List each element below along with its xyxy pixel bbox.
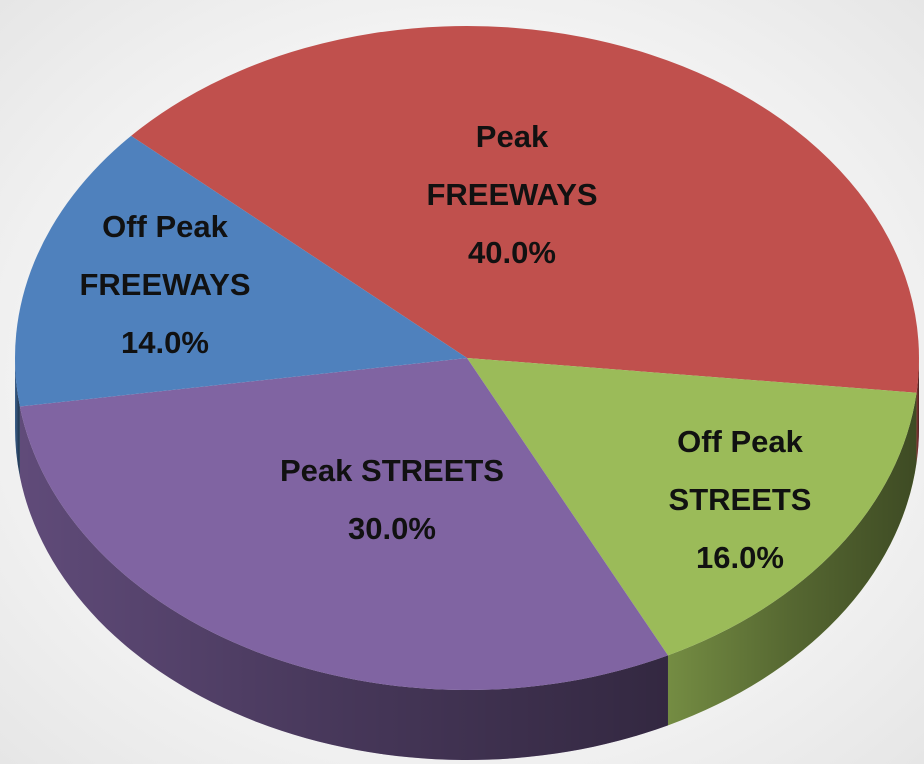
slice-label: Off Peak FREEWAYS 14.0% — [50, 198, 280, 372]
slice-side-shade — [667, 392, 917, 726]
slice-side-shade — [916, 358, 919, 463]
value-label: 40.0% — [468, 235, 556, 270]
slice — [15, 135, 468, 407]
slice-label: Peak FREEWAYS 40.0% — [397, 108, 627, 282]
value-label: 14.0% — [121, 325, 209, 360]
slice — [19, 358, 668, 690]
category-label: Off Peak FREEWAYS — [79, 209, 251, 302]
slice-side-shade — [15, 358, 20, 477]
category-label: Peak STREETS — [280, 453, 504, 488]
slice-label: Peak STREETS 30.0% — [277, 442, 507, 558]
value-label: 30.0% — [348, 511, 436, 546]
category-label: Peak FREEWAYS — [426, 119, 598, 212]
slice — [467, 358, 917, 656]
slice — [131, 25, 920, 393]
category-label: Off Peak STREETS — [668, 424, 812, 517]
slice-side-shade — [19, 406, 668, 760]
value-label: 16.0% — [696, 540, 784, 575]
slice-label: Off Peak STREETS 16.0% — [625, 413, 855, 587]
